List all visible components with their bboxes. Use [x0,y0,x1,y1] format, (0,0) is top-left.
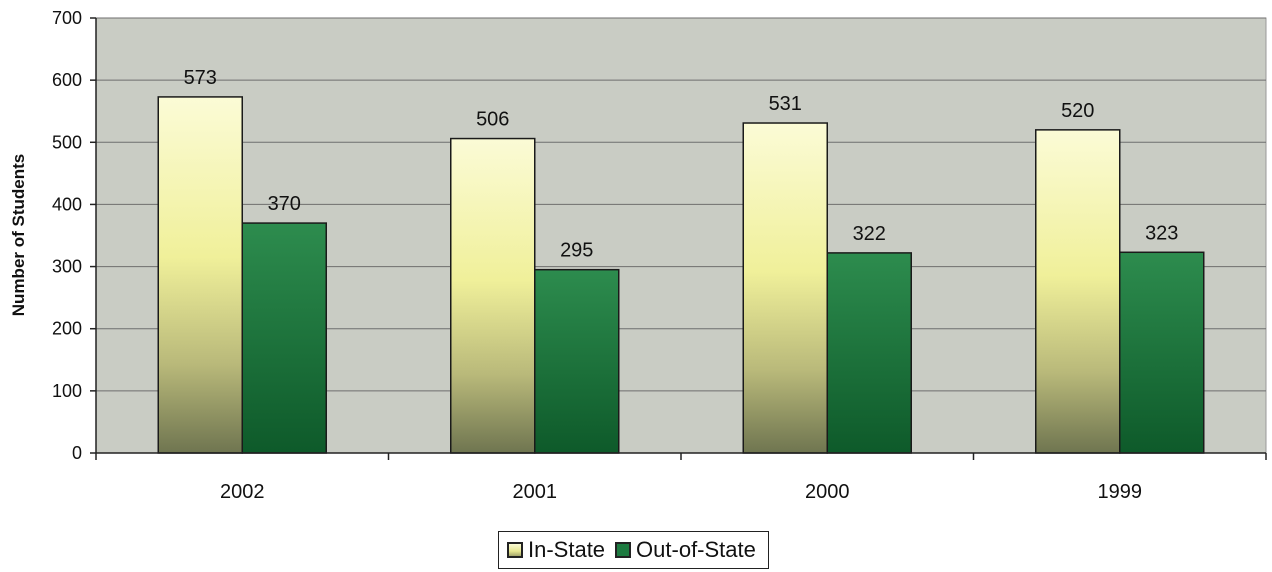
x-category-label: 2001 [513,481,558,503]
y-tick-label: 0 [72,443,82,463]
x-category-label: 1999 [1098,481,1143,503]
legend-item-out-of-state: Out-of-State [615,537,756,563]
out-of-state-data-label: 322 [853,223,886,245]
y-tick-label: 100 [52,381,82,401]
in-state-data-label: 573 [184,67,217,89]
y-tick-label: 500 [52,132,82,152]
out-of-state-bar [241,222,327,454]
legend-label-in-state: In-State [528,537,606,562]
in-state-bar [1035,129,1121,454]
y-tick-label: 400 [52,194,82,214]
in-state-data-label: 520 [1061,100,1094,122]
y-tick-label: 200 [52,319,82,339]
legend: In-State Out-of-State [498,531,769,569]
x-category-label: 2002 [220,481,265,503]
out-of-state-data-label: 295 [560,240,593,262]
legend-item-in-state: In-State [507,537,605,563]
y-tick-label: 700 [52,8,82,28]
in-state-bar [450,137,536,454]
in-state-data-label: 531 [769,93,802,115]
in-state-data-label: 506 [476,109,509,131]
out-of-state-data-label: 323 [1145,222,1178,244]
in-state-swatch [507,542,523,558]
y-tick-label: 600 [52,70,82,90]
bar-chart: 573 370 506 295 531 322 520 323 0 100 200 300 400 50… [9,8,1267,503]
in-state-bar [157,96,243,454]
bars: 573 370 506 295 531 322 520 323 [157,67,1205,454]
axes: 0 100 200 300 400 500 600 700 2002 2001 2000 1999 [52,8,1267,503]
in-state-bar [742,122,828,454]
x-category-label: 2000 [805,481,850,503]
out-of-state-bar [534,268,620,454]
out-of-state-bar [826,252,912,454]
y-axis-label: Number of Students [9,154,28,316]
out-of-state-bar [1119,251,1205,454]
legend-label-out-of-state: Out-of-State [636,537,756,562]
out-of-state-swatch [615,542,632,558]
out-of-state-data-label: 370 [268,193,301,215]
y-tick-label: 300 [52,257,82,277]
